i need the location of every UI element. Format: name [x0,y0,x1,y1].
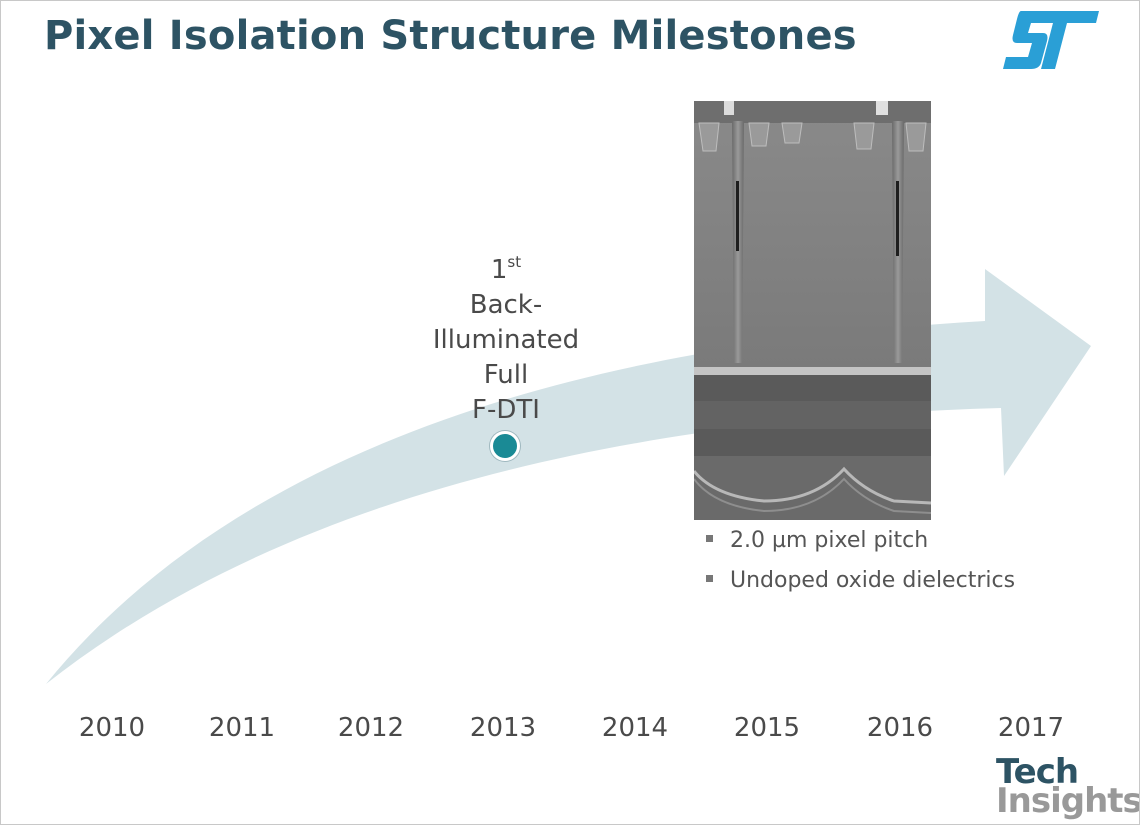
milestone-suffix: st [507,253,522,271]
milestone-marker [490,431,520,461]
sem-cross-section-image [694,101,931,520]
year-label: 2010 [78,713,146,743]
milestone-line: Full [483,360,529,390]
list-item: Undoped oxide dielectrics [706,563,1015,603]
slide-title: Pixel Isolation Structure Milestones [44,13,857,59]
year-label: 2014 [601,713,669,743]
bullet-text: 2.0 µm pixel pitch [730,528,929,553]
year-label: 2015 [733,713,801,743]
milestone-ordinal: 1st [416,245,596,288]
milestone-line: Illuminated [432,325,580,355]
feature-list: 2.0 µm pixel pitch Undoped oxide dielect… [706,523,1015,603]
techinsights-logo-word: Insights [996,781,1140,821]
bullet-square-icon [706,535,713,542]
milestone-line: Back- [469,290,543,320]
year-label: 2013 [469,713,537,743]
year-label: 2011 [208,713,276,743]
milestone-label: 1st Back- Illuminated Full F-DTI [416,245,596,428]
year-label: 2017 [997,713,1065,743]
bullet-square-icon [706,575,713,582]
st-logo [1003,11,1099,69]
list-item: 2.0 µm pixel pitch [706,523,1015,563]
techinsights-logo-word: Tech [996,752,1079,792]
techinsights-logo: Tech Insights [993,752,1139,823]
milestone-line: F-DTI [472,395,540,425]
year-label: 2016 [866,713,934,743]
year-label: 2012 [337,713,405,743]
bullet-text: Undoped oxide dielectrics [730,568,1016,593]
milestone-number: 1 [490,255,508,285]
st-logo-s-shape [1003,11,1099,69]
